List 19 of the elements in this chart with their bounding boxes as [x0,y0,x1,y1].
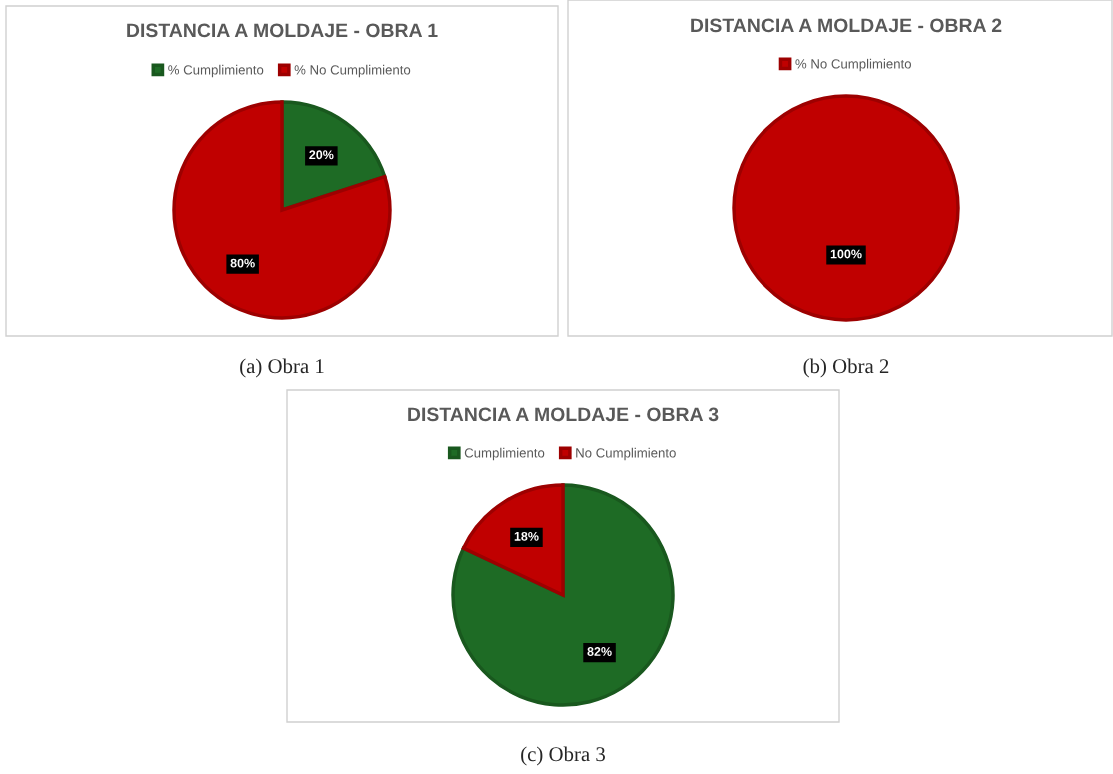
text: (b) Obra 2 [803,358,889,378]
legend-label: % No Cumplimiento [294,64,411,78]
legend-label: Cumplimiento [464,447,545,461]
data-label: 82% [587,647,612,656]
legend-label: % No Cumplimiento [795,58,911,72]
chart-title: DISTANCIA A MOLDAJE - OBRA 2 [691,18,1002,33]
data-label: 20% [309,150,334,160]
text: (a) Obra 1 [240,358,324,378]
pie-slice [451,483,675,707]
data-label: 80% [230,258,255,268]
chart-title: DISTANCIA A MOLDAJE - OBRA 1 [127,23,438,38]
pie-slice [461,483,565,597]
text: (c) Obra 3 [521,746,605,766]
pie-slice [172,100,392,320]
data-label: 18% [514,531,539,541]
data-label: 100% [830,249,862,259]
legend-label: No Cumplimiento [576,447,676,461]
chart-title: DISTANCIA A MOLDAJE - OBRA 3 [408,407,719,422]
legend-label: % Cumplimiento [168,64,264,78]
